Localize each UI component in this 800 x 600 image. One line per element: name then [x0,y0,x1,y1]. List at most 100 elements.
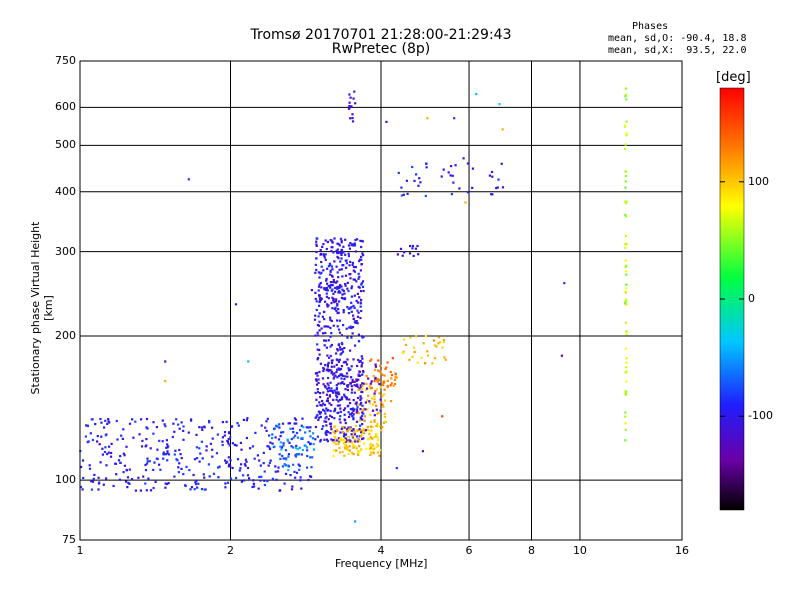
data-point [322,383,325,386]
data-point [350,429,353,432]
data-point [329,264,332,267]
data-point [314,314,317,317]
data-point [426,354,429,357]
data-point [359,408,362,411]
data-point [360,364,363,367]
data-point [356,385,359,388]
data-point [625,391,628,394]
data-point [340,352,343,355]
data-point [292,431,295,434]
data-point [327,384,330,387]
data-point [624,95,627,98]
data-point [258,475,261,479]
data-point [425,162,428,165]
data-point [330,343,333,347]
data-point [624,347,627,350]
data-point [262,462,265,465]
data-point [167,453,171,456]
data-point [126,476,130,479]
data-point [327,361,330,364]
data-point [125,480,128,483]
data-point [343,439,346,442]
data-point [377,378,380,381]
data-point [433,344,436,347]
data-point [351,261,354,264]
data-point [88,467,92,470]
data-point [329,316,332,319]
data-point [360,255,363,258]
data-point [449,174,452,177]
data-point [433,357,437,360]
data-point [357,358,360,362]
data-point [338,451,341,454]
data-point [316,374,319,377]
data-point [376,438,380,442]
data-point [315,383,319,386]
data-point [352,444,355,447]
data-point [337,411,340,414]
stats-heading: Phases [632,21,669,32]
data-point [263,483,266,487]
data-point [320,297,323,300]
data-point [348,101,351,104]
data-point [349,306,352,310]
data-point [339,260,342,263]
data-point [326,354,329,357]
data-point [320,327,323,330]
data-point [336,358,339,362]
data-point [352,265,355,269]
data-point [625,370,628,373]
data-point [165,446,168,449]
data-point [361,373,364,376]
data-point [350,391,353,394]
data-point [383,374,386,377]
data-point [374,390,377,393]
data-point [273,427,276,430]
data-point [198,460,201,463]
data-point [334,306,337,309]
data-point [369,386,372,389]
data-point [328,356,331,359]
data-point [362,431,365,434]
data-point [198,447,201,450]
data-point [334,429,337,433]
data-point [342,361,345,364]
data-point [424,194,427,198]
data-point [358,260,361,263]
data-point [347,252,350,255]
data-point [316,348,319,351]
data-point [145,426,148,429]
data-point [190,486,194,489]
data-point [391,357,394,360]
data-point [343,454,346,457]
data-point [390,377,393,380]
data-point [316,358,319,361]
data-point [343,298,346,301]
data-point [373,401,376,404]
data-point [424,362,427,365]
data-point [336,319,339,322]
data-point [203,476,206,479]
data-point [235,444,238,447]
data-point [353,433,356,436]
data-point [324,432,327,435]
data-point [336,251,339,254]
data-point [316,404,319,407]
data-point [349,117,352,120]
data-point [339,237,342,240]
data-point [188,469,191,472]
data-point [331,274,334,277]
data-point [625,330,628,333]
data-point [266,480,269,483]
data-point [307,478,310,482]
data-point [242,418,245,421]
data-point [277,438,281,441]
data-point [450,193,453,196]
data-point [325,407,328,410]
data-point [240,463,243,466]
data-point [625,303,628,306]
data-point [353,244,357,247]
data-point [422,342,425,345]
data-point [337,442,340,445]
data-point [348,105,351,108]
